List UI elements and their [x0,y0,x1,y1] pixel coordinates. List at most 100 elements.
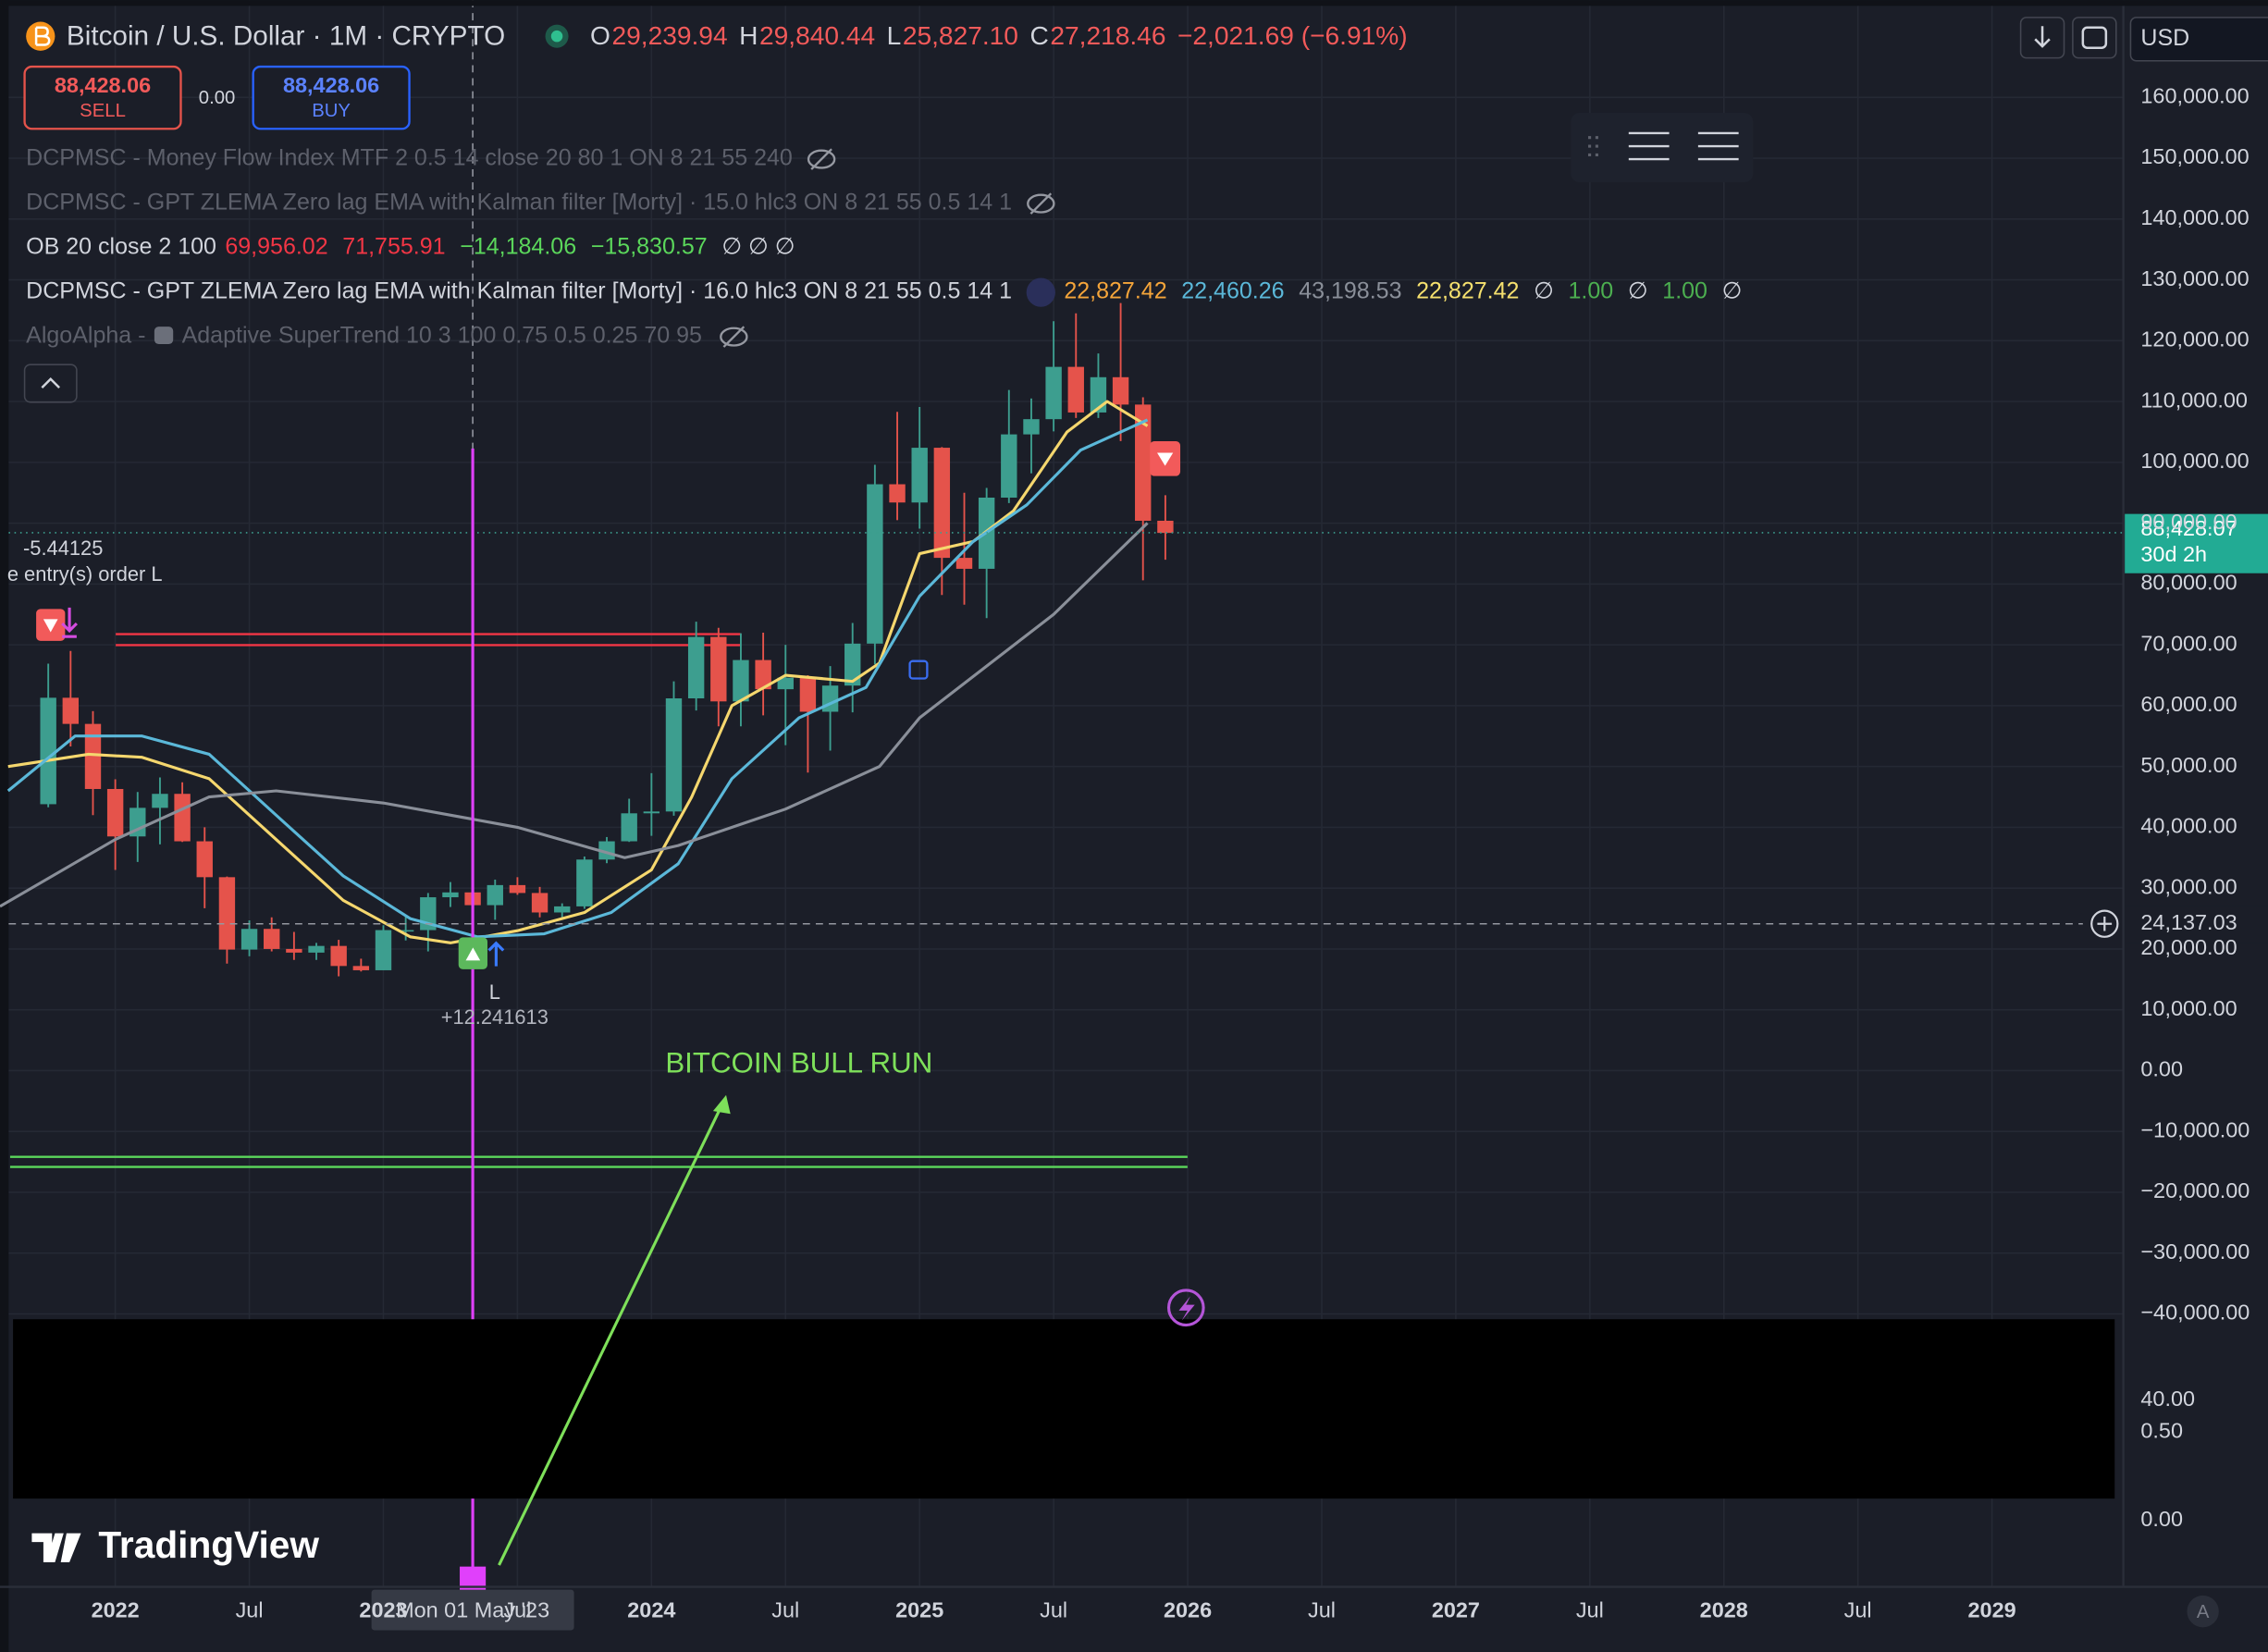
collapse-icon [41,377,60,389]
y-tick-label: 110,000.00 [2140,388,2248,412]
indicator-icon [1026,277,1055,307]
candle-body [1001,434,1017,498]
strategy-note: e entry(s) order L [7,562,163,586]
alert-bolt [1178,1296,1195,1321]
indicator-name: AlgoAlpha - [26,323,145,349]
candle-body [264,929,280,949]
symbol[interactable]: Bitcoin / U.S. Dollar · 1M · CRYPTO [67,21,505,52]
change: −2,021.69 (−6.91%) [1177,21,1408,50]
replay-button[interactable] [2072,17,2117,59]
x-tick-label: 2024 [627,1597,675,1621]
sell-label: SELL [80,101,126,121]
countdown-label: 30d 2h [2140,542,2207,566]
x-tick-label: 2025 [895,1597,943,1621]
candle-body [330,945,347,967]
ohlc-key: C [1029,21,1048,50]
hidden-slash [722,326,746,348]
x-tick-label: Jul [1576,1597,1604,1621]
lower-pane-label: 40.00 [2140,1387,2195,1411]
candle-body [1045,366,1062,420]
y-tick-label: 70,000.00 [2140,631,2237,655]
candle-body [1067,366,1084,413]
hidden-icon[interactable] [807,149,836,169]
sell-signal-icon [1157,452,1174,466]
indicator-name: DCPMSC - GPT ZLEMA Zero lag EMA with Kal… [26,278,1012,304]
hidden-icon[interactable] [720,327,748,347]
candle-body [1023,419,1040,435]
candle-body [821,685,839,712]
buy-button[interactable] [252,65,411,130]
ohlc-value: 29,239.94 [611,21,727,50]
y-tick-label: 60,000.00 [2140,692,2237,716]
indicator-line [0,522,1149,908]
candle-body [397,930,414,932]
candle-body [933,448,951,559]
sell-button[interactable] [23,65,182,130]
hidden-slash [1029,192,1053,215]
y-tick-label: 120,000.00 [2140,327,2249,351]
currency-button[interactable] [2129,17,2268,62]
plot [0,302,1174,977]
toolbar-settings-icon[interactable] [1628,131,1670,161]
entry-arrow [487,941,505,967]
x-tick-label: 2027 [1432,1597,1480,1621]
indicator-value: 22,827.42 [1416,278,1519,304]
x-tick-label: Jul [236,1597,264,1621]
hidden-icon[interactable] [1027,193,1055,214]
buy-price: 88,428.06 [283,73,379,97]
candle-body [777,677,794,690]
candle-body [621,813,637,842]
candle-body [106,788,124,837]
buy-signal-icon [465,947,481,961]
candle-body [442,892,459,898]
x-tick-label: 2023 [359,1597,407,1621]
exit-marker [61,607,78,638]
indicator-value: 1.00 [1569,278,1614,304]
robot-icon [154,327,174,344]
toolbar-handle[interactable] [1588,136,1598,156]
x-tick-label: 2028 [1700,1597,1748,1621]
y-tick-label: −10,000.00 [2140,1117,2250,1141]
lower-pane-label: 0.50 [2140,1418,2183,1442]
indicator-name: OB 20 close 2 100 [26,234,216,260]
candle-body [487,884,503,906]
toolbar-layers-icon[interactable] [1697,131,1739,161]
lower-pane [13,1319,2115,1499]
download-button[interactable] [2019,17,2065,59]
top-edge [0,0,2268,6]
spread: 0.00 [199,88,236,108]
candle-body [955,558,973,569]
crosshair-add-button[interactable] [2090,909,2119,938]
left-edge [0,0,9,1652]
floating-toolbar [1571,113,1754,183]
candle-body [576,859,593,906]
indicator-value: 1.00 [1662,278,1707,304]
y-tick-label: 80,000.00 [2140,571,2237,595]
download-icon [2034,26,2051,48]
candle-body [509,884,526,894]
auto-scale-label: A [2197,1602,2210,1622]
auto-scale-button[interactable] [2187,1595,2219,1628]
indicator-value: 22,460.26 [1181,278,1284,304]
y-tick-label: 100,000.00 [2140,449,2249,473]
entry-value: +12.241613 [441,1005,549,1029]
ohlc-key: H [739,21,758,50]
brand-logo [31,1533,81,1562]
collapse-button[interactable] [23,364,78,403]
indicator-value: −15,830.57 [591,234,708,260]
indicator-legend: DCPMSC - Money Flow Index MTF 2 0.5 14 c… [26,145,1742,349]
indicator-value: ∅ [1628,278,1648,304]
indicator-value: 43,198.53 [1299,278,1401,304]
indicator-line [6,418,1149,939]
indicator-name: DCPMSC - Money Flow Index MTF 2 0.5 14 c… [26,145,793,171]
y-tick-label: 160,000.00 [2140,83,2249,107]
crosshair-date-label: Mon 01 May '23 [396,1597,549,1621]
alert-icon[interactable] [1166,1288,1205,1327]
bull-run-arrow [498,1101,725,1566]
candle-body [84,723,102,789]
currency: USD [2140,25,2189,51]
entry-marker [460,1566,487,1593]
